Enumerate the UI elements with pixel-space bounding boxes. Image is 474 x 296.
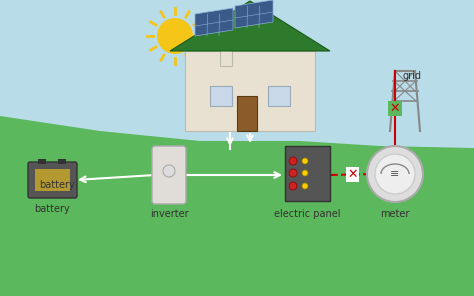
FancyBboxPatch shape	[210, 86, 232, 106]
Circle shape	[367, 146, 423, 202]
Text: ✕: ✕	[347, 168, 358, 181]
Circle shape	[302, 170, 308, 176]
Text: electric panel: electric panel	[274, 209, 340, 219]
Text: ✕: ✕	[390, 102, 400, 115]
Polygon shape	[0, 116, 474, 296]
Circle shape	[157, 18, 193, 54]
FancyBboxPatch shape	[152, 146, 186, 204]
Text: grid: grid	[403, 71, 422, 81]
FancyBboxPatch shape	[285, 146, 330, 201]
Circle shape	[289, 182, 297, 190]
FancyBboxPatch shape	[28, 162, 77, 198]
Text: battery: battery	[34, 204, 70, 214]
FancyBboxPatch shape	[35, 169, 70, 191]
FancyBboxPatch shape	[237, 96, 257, 131]
Circle shape	[289, 157, 297, 165]
Polygon shape	[195, 8, 233, 36]
Text: meter: meter	[380, 209, 410, 219]
Text: inverter: inverter	[150, 209, 188, 219]
Text: battery: battery	[39, 180, 75, 190]
FancyBboxPatch shape	[185, 51, 315, 131]
Circle shape	[302, 183, 308, 189]
Polygon shape	[235, 0, 273, 28]
FancyBboxPatch shape	[268, 86, 290, 106]
Polygon shape	[170, 1, 330, 51]
FancyBboxPatch shape	[38, 159, 46, 164]
FancyBboxPatch shape	[220, 41, 232, 66]
Circle shape	[375, 154, 415, 194]
Circle shape	[302, 158, 308, 164]
Circle shape	[163, 165, 175, 177]
Circle shape	[289, 169, 297, 177]
FancyBboxPatch shape	[58, 159, 66, 164]
Text: ≡: ≡	[390, 169, 400, 179]
